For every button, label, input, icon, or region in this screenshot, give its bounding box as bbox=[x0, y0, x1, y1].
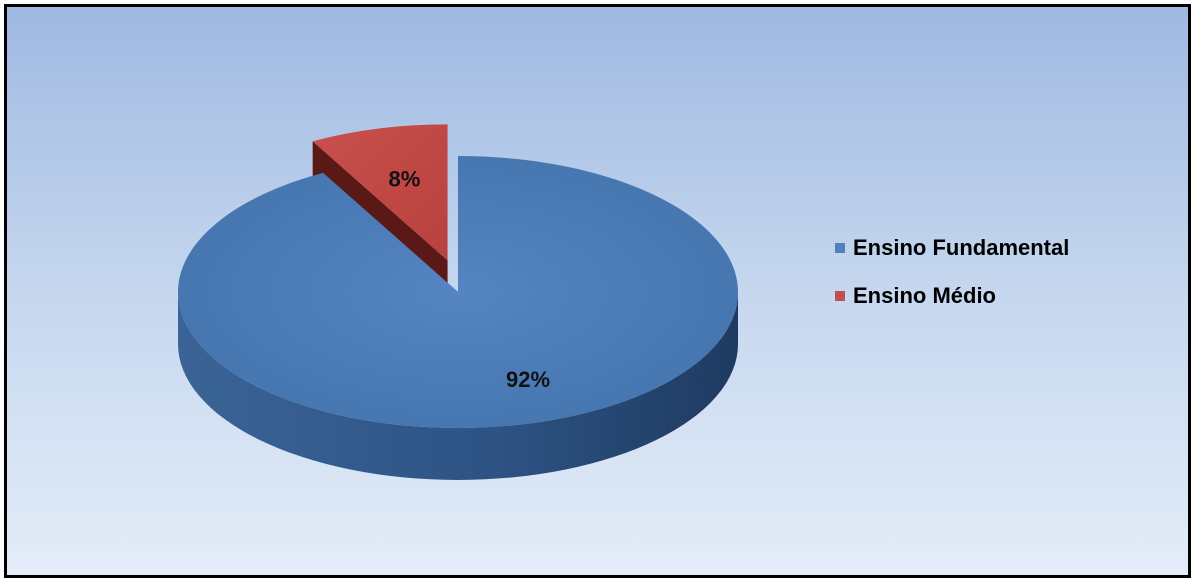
data-label-medio: 8% bbox=[388, 167, 420, 192]
pie-slice-fundamental bbox=[178, 156, 739, 429]
legend-swatch-ensino-fundamental bbox=[835, 243, 845, 253]
pie-slice-medio bbox=[312, 124, 448, 261]
pie-chart: 92% 8% bbox=[178, 124, 739, 480]
chart-area: 92% 8% Ensino Fundamental Ensino Médio bbox=[4, 4, 1191, 578]
chart-legend: Ensino Fundamental Ensino Médio bbox=[835, 235, 1069, 331]
legend-swatch-ensino-medio bbox=[835, 291, 845, 301]
legend-label-ensino-medio: Ensino Médio bbox=[853, 283, 996, 308]
legend-item-ensino-fundamental: Ensino Fundamental bbox=[835, 235, 1069, 261]
legend-label-ensino-fundamental: Ensino Fundamental bbox=[853, 235, 1070, 260]
data-label-fundamental: 92% bbox=[506, 367, 550, 392]
pie-slice-fundamental-side bbox=[178, 292, 738, 480]
legend-item-ensino-medio: Ensino Médio bbox=[835, 283, 1069, 309]
